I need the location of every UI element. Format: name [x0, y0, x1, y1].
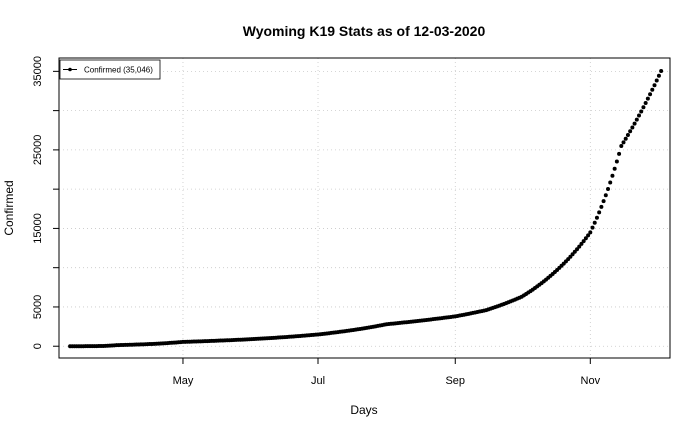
y-tick-label: 5000	[32, 295, 44, 319]
data-point	[634, 117, 639, 122]
data-point	[650, 87, 655, 92]
legend-label: Confirmed (35,046)	[84, 66, 153, 75]
data-point	[623, 136, 628, 141]
data-point	[590, 225, 595, 230]
x-tick-label: Nov	[581, 375, 601, 387]
data-point	[581, 239, 586, 244]
data-point	[612, 166, 617, 171]
data-point	[588, 230, 593, 235]
data-point	[592, 220, 597, 225]
data-point	[659, 68, 664, 73]
legend-box	[59, 59, 161, 80]
data-point	[648, 92, 653, 97]
x-axis: May Jul Sep Nov	[173, 358, 601, 387]
legend: Confirmed (35,046)	[59, 59, 161, 80]
data-point	[603, 193, 608, 198]
data-point	[625, 133, 630, 138]
data-point	[656, 73, 661, 78]
legend-marker	[68, 67, 72, 72]
data-point	[597, 210, 602, 215]
data-point	[601, 199, 606, 204]
data-point	[583, 236, 588, 241]
y-tick-label: 35000	[32, 56, 44, 87]
x-axis-label: Days	[350, 403, 377, 417]
x-tick-label: May	[173, 375, 194, 387]
grid	[59, 58, 670, 358]
data-point	[608, 180, 613, 185]
data-point	[628, 129, 633, 134]
data-point	[621, 140, 626, 145]
data-point	[637, 113, 642, 118]
data-point	[617, 151, 622, 156]
data-point	[645, 96, 650, 101]
x-tick-label: Sep	[445, 375, 465, 387]
data-point	[632, 121, 637, 126]
data-point	[577, 244, 582, 249]
plot-frame	[58, 57, 671, 359]
y-axis-label: Confirmed	[2, 180, 16, 235]
data-point	[641, 105, 646, 110]
data-point	[606, 186, 611, 191]
data-point	[630, 125, 635, 130]
data-point	[643, 101, 648, 106]
chart-title: Wyoming K19 Stats as of 12-03-2020	[243, 23, 486, 39]
data-point	[579, 241, 584, 246]
data-point	[614, 159, 619, 164]
x-tick-label: Jul	[311, 375, 325, 387]
y-axis: 0 5000 15000 25000 35000	[32, 56, 59, 349]
y-tick-label: 15000	[32, 213, 44, 244]
data-point	[619, 143, 624, 148]
data-point	[654, 78, 659, 83]
data-point	[652, 83, 657, 88]
data-points	[68, 68, 664, 349]
data-point	[639, 109, 644, 114]
data-point	[610, 173, 615, 178]
data-point	[599, 204, 604, 209]
y-tick-label: 25000	[32, 135, 44, 166]
data-point	[575, 247, 580, 252]
data-point	[586, 233, 591, 238]
y-tick-label: 0	[32, 343, 44, 349]
data-point	[594, 215, 599, 220]
